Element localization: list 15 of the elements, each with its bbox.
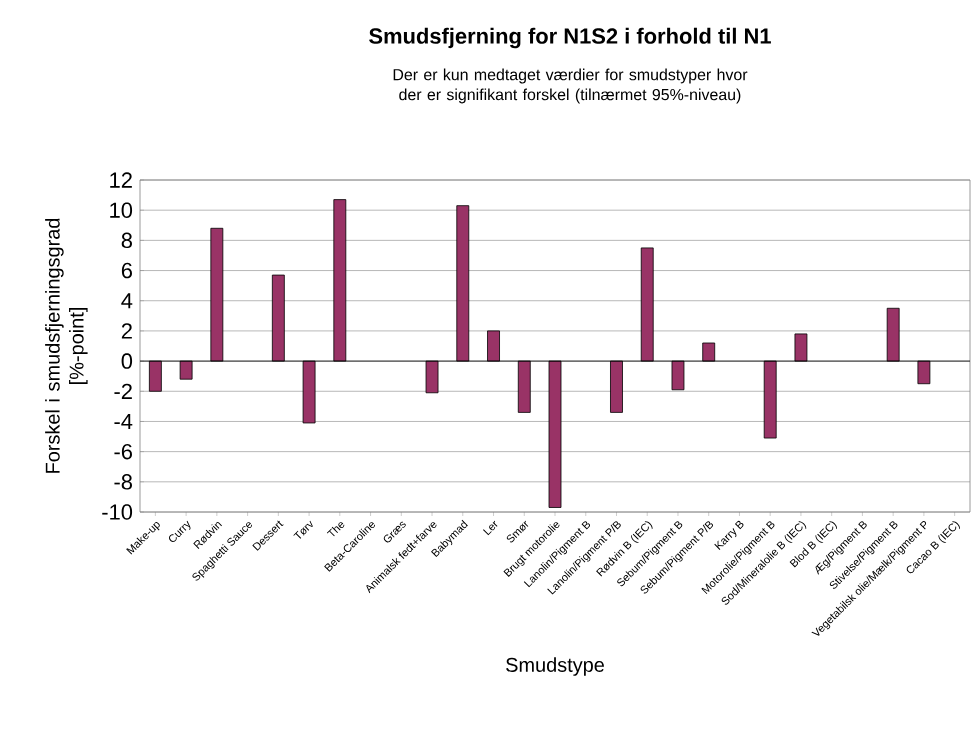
y-tick-label: -4 — [114, 413, 133, 429]
y-tick-label: -10 — [102, 504, 133, 520]
y-tick-label: 6 — [121, 262, 132, 279]
y-tick-label: 8 — [121, 232, 132, 249]
y-axis-title: Forskel i smudsfjerningsgrad [%-point] — [45, 218, 88, 473]
y-tick-label: -6 — [114, 443, 132, 460]
y-tick-label: -2 — [114, 383, 132, 399]
y-tick-label: 12 — [110, 172, 132, 188]
y-tick-label: 2 — [121, 323, 132, 339]
chart-title: Smudsfjerning for N1S2 i forhold til N1 — [369, 27, 771, 49]
y-tick-label: -8 — [114, 474, 132, 490]
y-tick-label: 4 — [121, 293, 133, 309]
y-tick-label: 0 — [121, 353, 133, 369]
y-tick-label: 10 — [110, 202, 133, 218]
x-axis-title: Smudstype — [506, 657, 604, 676]
